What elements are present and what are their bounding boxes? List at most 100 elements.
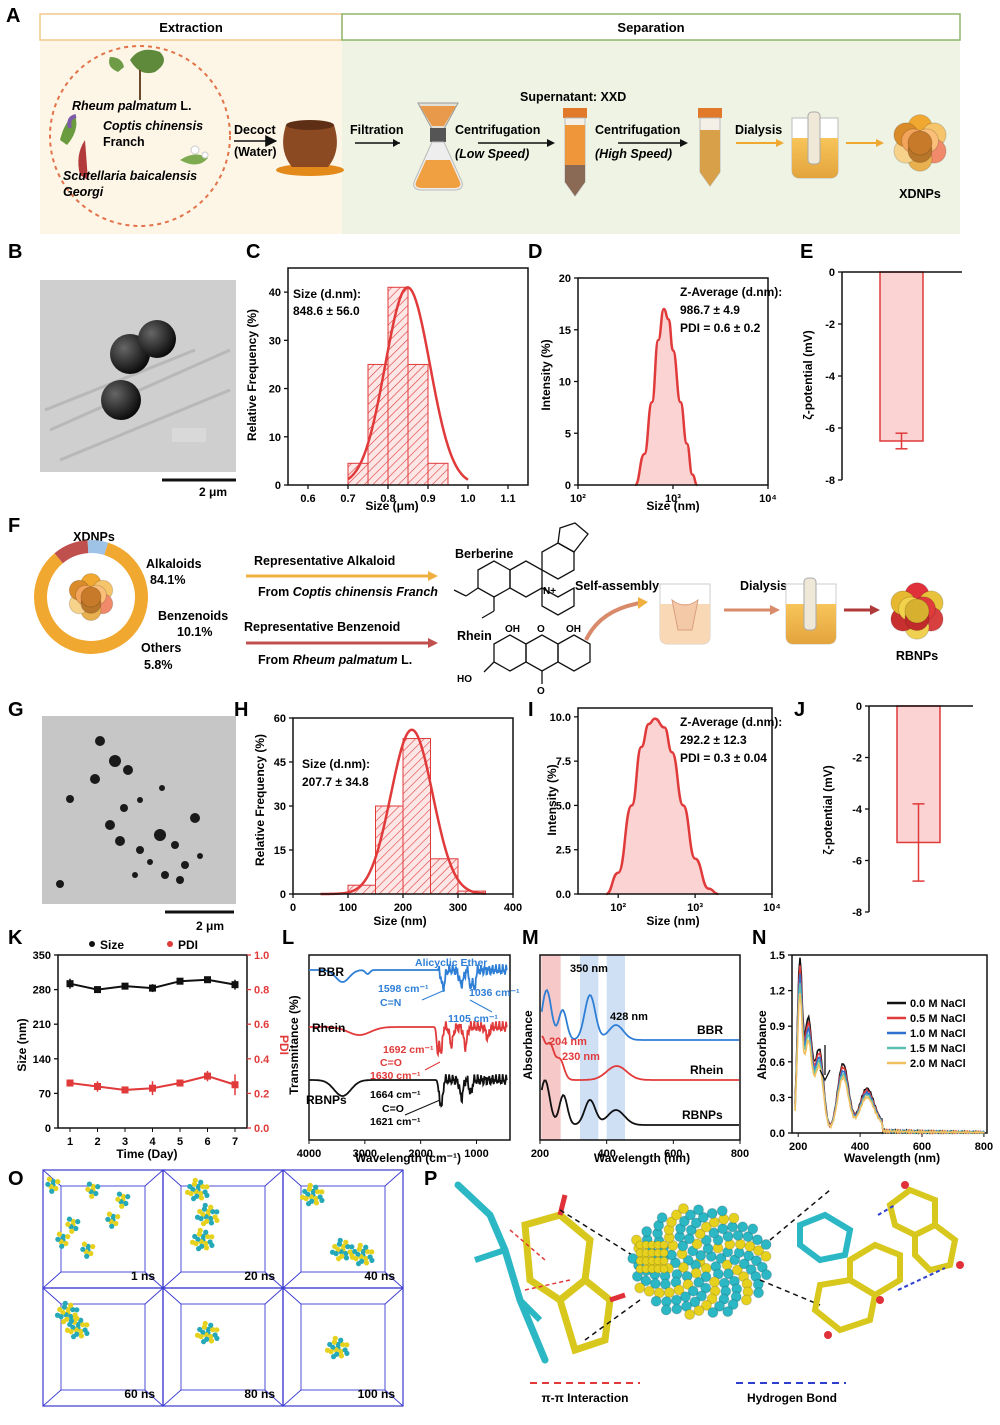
supernatant-label: Supernatant: XXD [520,90,626,104]
panel-e: E 0-2-4-6-8 ζ-potential (mV) [800,241,962,487]
rhein-ho: HO [457,674,472,685]
x-tick-label: 0.6 [300,493,315,505]
md-atom [214,1209,219,1214]
md-box-edge [385,1170,403,1186]
dialysis-label: Dialysis [735,123,782,137]
md-atom [369,1258,374,1263]
l-ann-1692: 1692 cm⁻¹ [383,1044,434,1056]
md-time-label: 80 ns [244,1387,275,1401]
dimer-model-right [800,1181,964,1339]
scale-label-b: 2 μm [199,485,227,499]
md-atom [95,1184,100,1189]
md-atom [105,1217,110,1222]
from-rheum: From Rheum palmatum L. [258,653,412,667]
rhein-oh-2: OH [566,624,581,635]
assembly-atom [754,1288,764,1298]
md-atom [336,1256,341,1261]
cent2-speed: (High Speed) [595,147,672,161]
size-point [204,976,211,983]
y-tick-label: -8 [852,907,862,919]
size-point [94,986,101,993]
histogram-bar [388,287,408,485]
y-tick-label: -4 [825,371,836,383]
l-ann-1105: 1105 cm⁻¹ [448,1013,498,1025]
histogram-bar [368,364,388,485]
legend-label: 1.0 M NaCl [910,1028,966,1040]
c-ylabel: Relative Frequency (%) [245,309,259,441]
md-atom [349,1244,354,1249]
md-atom [198,1180,203,1185]
y-tick-label: -2 [825,319,835,331]
assembly-model-center [628,1204,772,1320]
md-atom [201,1221,206,1226]
m-rhein: Rhein [690,1063,723,1077]
panel-h-letter: H [234,699,248,721]
md-atom [319,1198,324,1203]
tem-image-b [40,280,236,472]
panel-p-letter: P [424,1168,437,1190]
y-tick-label: 0.0 [770,1128,785,1140]
l-ylabel: Transmitance (%) [287,995,301,1094]
panel-b: B 2 μm [8,241,236,499]
y2-tick-label: 0.4 [254,1054,270,1066]
herb1-name: Rheum palmatum L. [72,99,191,113]
panel-a-letter: A [6,5,20,27]
md-box-edge [43,1272,61,1288]
m-bbr: BBR [697,1023,723,1037]
particle [171,841,179,849]
md-atom [65,1234,70,1239]
assembly-atom [660,1249,668,1257]
cent2-label: Centrifugation [595,123,680,137]
rhein-oh-1: OH [505,624,520,635]
scale-label-g: 2 μm [196,919,224,933]
md-box-edge [163,1390,181,1406]
y-tick-label: 10 [559,377,571,389]
md-atom [352,1249,357,1254]
md-atom [84,1322,89,1327]
x-tick-label: 6 [204,1136,210,1148]
annotation-line [470,1000,492,1012]
m-peak-230: 230 nm [562,1051,600,1063]
assembly-atom [738,1222,748,1232]
alkaloids-pct: 84.1% [150,573,185,587]
md-atom [209,1220,214,1225]
y-tick-label: 15 [559,325,571,337]
y-tick-label: 15 [274,845,286,857]
particle [120,804,128,812]
h-ylabel: Relative Frequency (%) [253,734,267,866]
y2-tick-label: 0.6 [254,1019,269,1031]
md-atom [79,1333,84,1338]
md-atom [196,1246,201,1251]
assembly-atom [661,1305,671,1315]
legend-label: 1.5 M NaCl [910,1043,966,1055]
y-tick-label: 0.6 [770,1057,785,1069]
md-atom [343,1240,348,1245]
panel-d-letter: D [528,241,542,263]
md-atom [356,1261,361,1266]
md-atom [308,1183,313,1188]
md-atom [69,1229,74,1234]
y-tick-label: 0.3 [770,1092,785,1104]
rbnps-cluster-icon [891,583,943,639]
md-atom [85,1187,90,1192]
e-ylabel: ζ-potential (mV) [801,330,815,420]
y-tick-label: 0 [856,701,862,713]
legend-label: 0.5 M NaCl [910,1013,966,1025]
m-peak-204: 204 nm [549,1036,587,1048]
assembly-atom [680,1292,690,1302]
particle [132,872,138,878]
y-tick-label: -6 [825,423,835,435]
md-atom [344,1351,349,1356]
l-ann-co2: C=O [382,1103,404,1115]
x-tick-label: 0 [290,902,296,914]
md-box-edge [283,1288,301,1304]
i-ylabel: Intensity (%) [545,764,559,835]
x-tick-label: 2 [94,1136,100,1148]
x-tick-label: 10² [570,493,586,505]
md-atom [63,1301,68,1306]
assembly-atom [660,1241,668,1249]
md-time-label: 20 ns [244,1269,275,1283]
md-box-edge [43,1390,61,1406]
